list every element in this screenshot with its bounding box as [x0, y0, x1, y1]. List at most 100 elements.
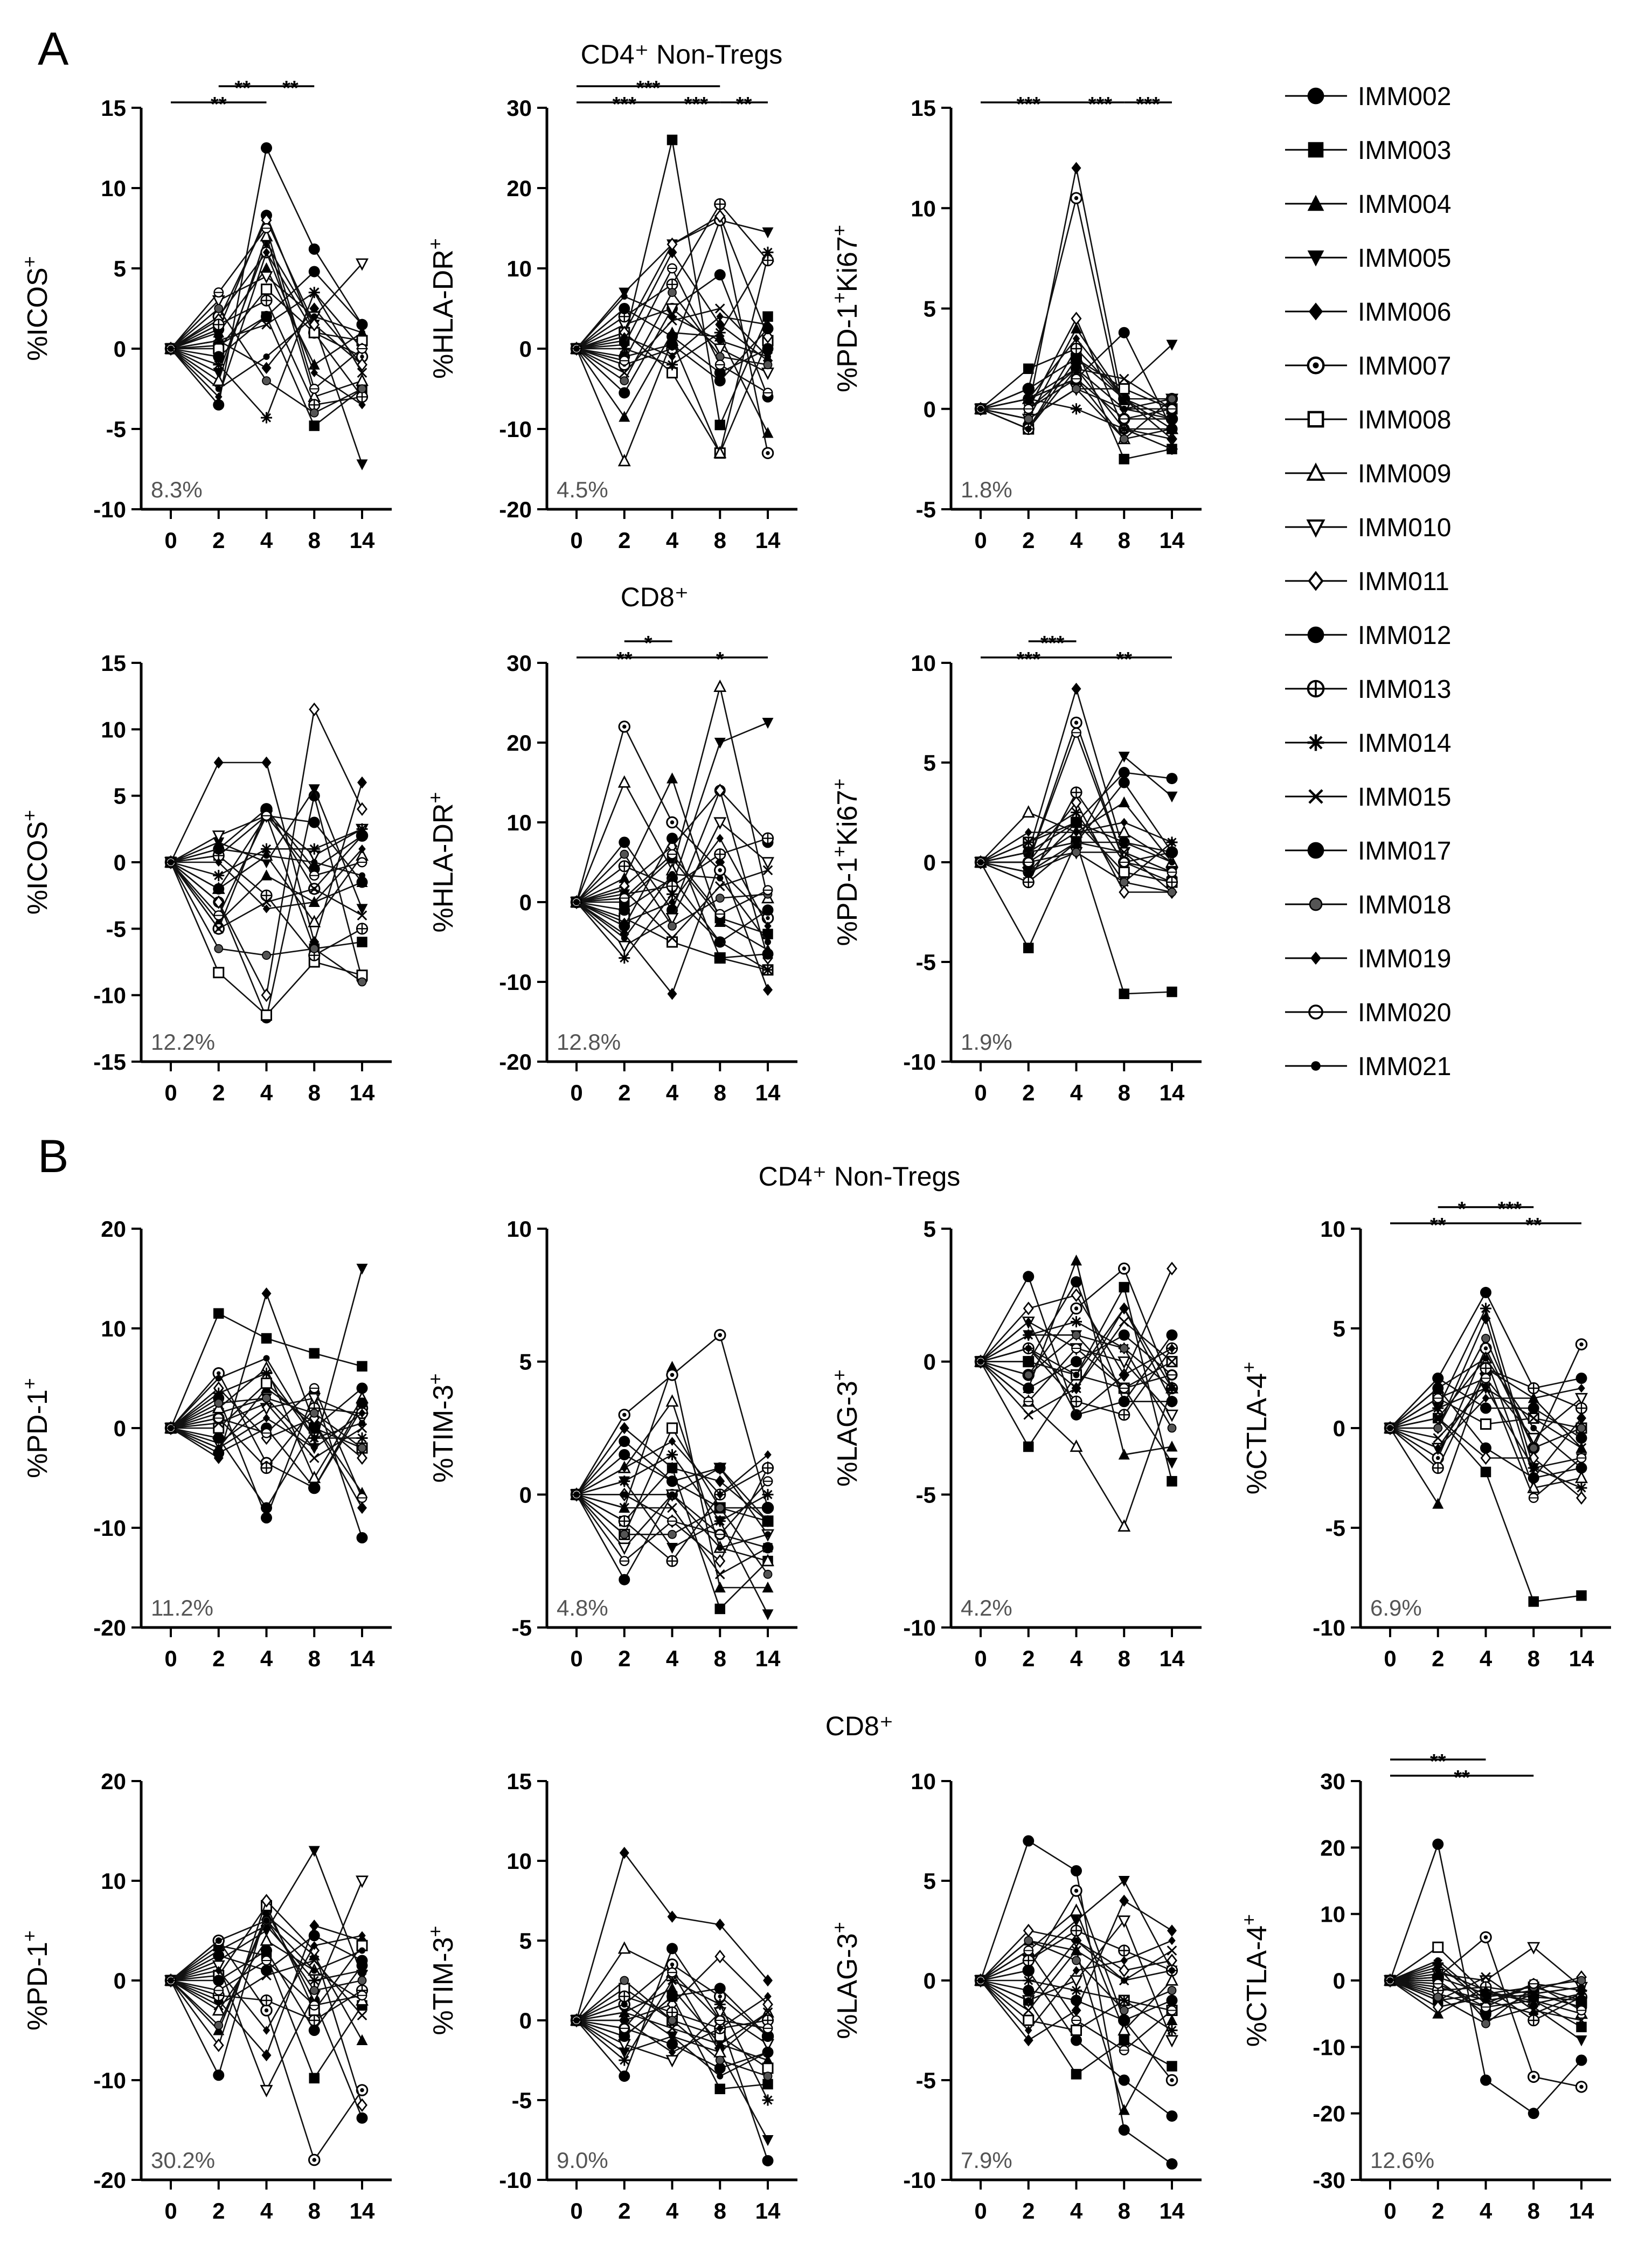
series-imm015 — [165, 1955, 367, 2021]
data-point — [1576, 1590, 1587, 1601]
data-point — [311, 1435, 318, 1442]
section-title-a-cd8: CD8⁺ — [621, 582, 689, 612]
legend-label: IMM018 — [1358, 891, 1451, 919]
series-imm017 — [975, 1276, 1178, 1408]
data-point — [1070, 342, 1082, 355]
data-point — [618, 721, 630, 733]
data-point — [357, 1361, 367, 1372]
legend-marker — [1308, 571, 1324, 591]
data-point — [1575, 2081, 1588, 2093]
data-point — [713, 1514, 727, 1528]
data-point — [213, 1985, 224, 1996]
data-point — [715, 893, 725, 903]
legend-label: IMM003 — [1358, 136, 1451, 165]
data-point — [1121, 1305, 1128, 1312]
data-point — [667, 331, 678, 343]
data-point — [1118, 1876, 1130, 1887]
data-point — [1118, 1262, 1130, 1275]
series-imm013 — [164, 849, 369, 961]
series-imm012 — [165, 142, 368, 411]
data-point — [1121, 839, 1128, 846]
data-point — [617, 1474, 631, 1488]
data-point — [619, 1556, 630, 1567]
y-tick-label: 0 — [1333, 1968, 1345, 1993]
data-point — [1119, 885, 1129, 899]
series-imm013 — [570, 1990, 774, 2034]
x-tick-label: 4 — [1070, 1080, 1083, 1105]
data-point — [1167, 888, 1177, 897]
data-point — [213, 756, 224, 769]
series-imm004 — [165, 262, 368, 370]
data-point — [1118, 1944, 1130, 1957]
x-tick-label: 8 — [1528, 2198, 1540, 2224]
data-point — [1167, 986, 1177, 998]
data-point — [1166, 423, 1178, 435]
y-tick-label: 0 — [924, 1968, 936, 1993]
legend-label: IMM008 — [1358, 406, 1451, 434]
data-point — [1073, 839, 1080, 846]
data-point — [262, 376, 271, 385]
data-point — [1023, 857, 1034, 868]
data-point — [1071, 1254, 1082, 1266]
data-point — [1167, 867, 1177, 877]
series-imm021 — [977, 839, 1175, 876]
panel-label-b: B — [38, 1131, 68, 1182]
series-imm017 — [165, 1945, 368, 2036]
y-axis-label: %ICOS+ — [18, 256, 54, 361]
data-point — [260, 1462, 273, 1474]
x-tick-label: 4 — [260, 2198, 273, 2224]
legend-marker — [1310, 951, 1321, 965]
series-imm018 — [166, 304, 367, 418]
legend-item-imm003: IMM003 — [1285, 136, 1451, 165]
legend-item-imm014: IMM014 — [1285, 729, 1451, 758]
data-point — [666, 816, 678, 829]
series-imm018 — [976, 384, 1177, 444]
data-point — [714, 848, 726, 861]
data-point — [212, 318, 225, 331]
y-tick-label: 10 — [506, 1848, 532, 1874]
data-point — [356, 1382, 368, 1394]
data-point — [260, 2004, 273, 2017]
data-point — [1023, 1965, 1035, 1976]
data-point — [1120, 1956, 1128, 1965]
legend-item-imm021: IMM021 — [1285, 1052, 1451, 1081]
section-title-a-cd4: CD4⁺ Non-Tregs — [581, 39, 783, 70]
corner-percentage-label: 12.2% — [151, 1029, 215, 1055]
data-point — [1575, 1471, 1588, 1484]
x-tick-label: 8 — [308, 528, 321, 553]
data-point — [1023, 1409, 1034, 1421]
significance-label: *** — [613, 93, 637, 116]
data-point — [762, 885, 773, 896]
y-tick-label: 10 — [1320, 1902, 1345, 1927]
series-imm021 — [168, 1917, 365, 1984]
y-tick-label: -10 — [1313, 1615, 1345, 1640]
data-point — [667, 849, 677, 860]
data-point — [1167, 404, 1177, 414]
significance-label: *** — [636, 77, 661, 100]
data-point — [359, 329, 365, 336]
data-point — [1528, 1978, 1539, 1989]
data-point — [1432, 1382, 1444, 1394]
x-tick-label: 0 — [974, 1646, 987, 1671]
y-tick-label: -10 — [93, 2068, 126, 2093]
corner-percentage-label: 11.2% — [151, 1595, 213, 1620]
significance-label: ** — [616, 648, 633, 671]
x-tick-label: 4 — [260, 528, 273, 553]
data-point — [762, 343, 774, 355]
corner-percentage-label: 30.2% — [151, 2148, 215, 2173]
x-tick-label: 8 — [1118, 1646, 1130, 1671]
x-tick-label: 0 — [570, 528, 582, 553]
y-tick-label: 5 — [924, 1216, 936, 1242]
legend-item-imm009: IMM009 — [1285, 460, 1451, 488]
data-point — [619, 411, 630, 422]
x-tick-label: 2 — [618, 1646, 630, 1671]
data-point — [762, 718, 774, 729]
data-point — [356, 1959, 368, 1971]
data-point — [1167, 1476, 1177, 1487]
legend-marker — [1307, 842, 1324, 859]
data-point — [1165, 2035, 1178, 2047]
data-point — [1527, 1462, 1540, 1474]
series-imm007 — [570, 721, 774, 924]
